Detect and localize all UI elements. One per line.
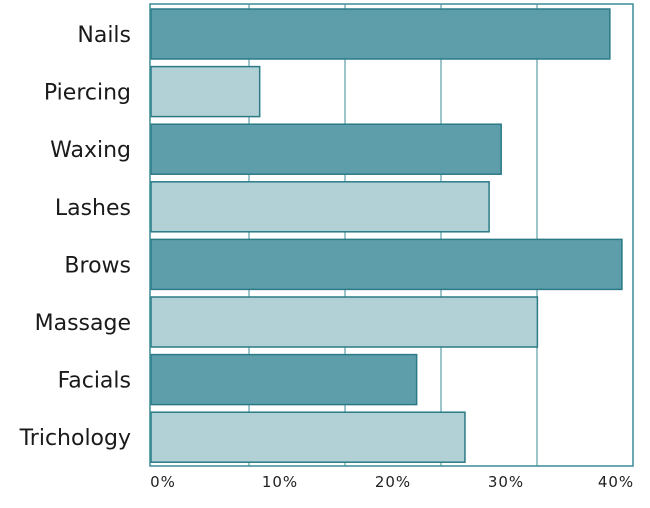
category-label: Trichology [19, 426, 131, 451]
x-tick-label: 20% [375, 473, 411, 491]
x-tick-label: 40% [598, 473, 634, 491]
bar [150, 411, 466, 463]
x-axis-tick-labels: 0% 10% 20% 30% 40% [150, 473, 634, 491]
bar [150, 353, 418, 406]
bar [150, 8, 611, 60]
bar [150, 238, 623, 291]
x-tick-label: 30% [488, 473, 524, 491]
bar [150, 65, 261, 118]
bars [150, 8, 623, 463]
category-labels: Nails Piercing Waxing Lashes Brows Massage Fac… [19, 23, 131, 451]
x-tick-label: 10% [262, 473, 298, 491]
x-tick-label: 0% [150, 473, 176, 491]
bar [150, 123, 502, 175]
category-label: Facials [58, 369, 131, 394]
category-label: Waxing [50, 138, 131, 163]
category-label: Brows [64, 253, 131, 278]
plot-frame [149, 3, 634, 467]
bar [150, 181, 490, 233]
category-label: Piercing [44, 81, 131, 106]
category-label: Massage [35, 311, 131, 336]
category-label: Nails [77, 23, 131, 48]
bar [150, 296, 539, 348]
category-label: Lashes [55, 196, 131, 221]
